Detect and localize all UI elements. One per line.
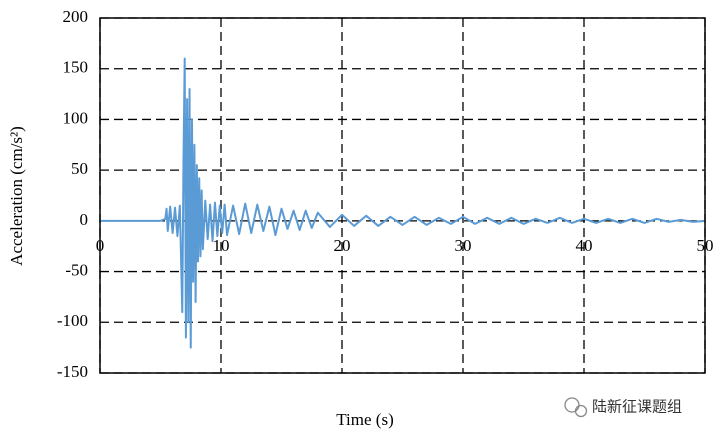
x-axis-label: Time (s): [336, 410, 393, 429]
plot: [100, 57, 706, 349]
y-tick-label: 200: [63, 7, 89, 26]
watermark: 陆新征课题组: [592, 398, 682, 416]
x-tick-label: 30: [455, 236, 472, 255]
x-tick-label: 0: [96, 236, 105, 255]
labels: -150 -100 -50 0 50 100 150 200 0 10 20 30 40 50: [57, 7, 714, 381]
y-tick-label: 0: [80, 210, 89, 229]
x-tick-label: 20: [334, 236, 351, 255]
grid: [99, 17, 706, 374]
watermark-icon: [564, 397, 588, 418]
y-tick-label: -50: [65, 260, 88, 279]
y-tick-label: 150: [63, 58, 89, 77]
y-tick-label: 100: [63, 108, 89, 127]
x-tick-label: 10: [213, 236, 230, 255]
y-tick-label: 50: [71, 159, 88, 178]
y-tick-label: -150: [57, 362, 88, 381]
x-tick-label: 50: [697, 236, 714, 255]
series-line: [100, 57, 706, 349]
y-axis-label: Acceleration (cm/s²): [7, 126, 26, 266]
x-tick-label: 40: [576, 236, 593, 255]
y-tick-label: -100: [57, 311, 88, 330]
plot-frame: [99, 17, 706, 374]
